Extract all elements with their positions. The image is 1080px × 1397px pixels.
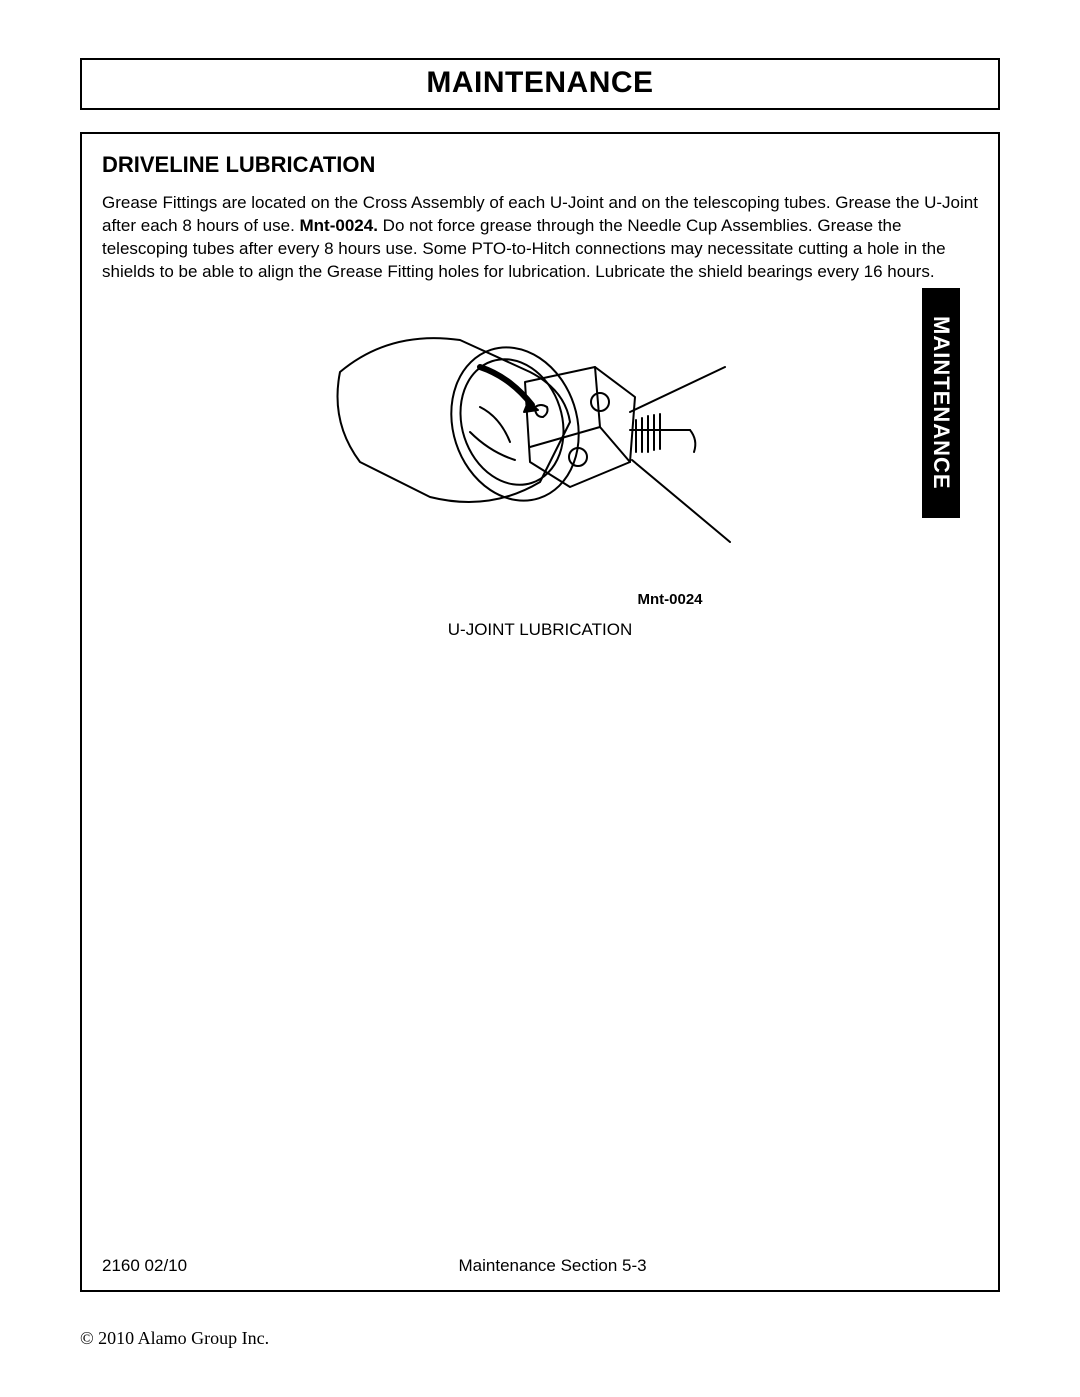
page-content: MAINTENANCE DRIVELINE LUBRICATION Grease…: [80, 58, 1000, 1292]
figure-caption: U-JOINT LUBRICATION: [102, 620, 978, 640]
footer-center: Maintenance Section 5-3: [157, 1256, 948, 1276]
copyright: © 2010 Alamo Group Inc.: [80, 1328, 269, 1349]
side-tab: MAINTENANCE: [922, 288, 960, 518]
footer-row: 2160 02/10 Maintenance Section 5-3: [102, 1256, 978, 1276]
section-title: DRIVELINE LUBRICATION: [102, 152, 978, 178]
body-paragraph: Grease Fittings are located on the Cross…: [102, 192, 978, 284]
page-title: MAINTENANCE: [82, 66, 998, 100]
figure: Mnt-0024 U-JOINT LUBRICATION: [102, 312, 978, 640]
ujoint-diagram: [330, 312, 750, 597]
content-box: DRIVELINE LUBRICATION Grease Fittings ar…: [80, 132, 1000, 1292]
body-bold: Mnt-0024.: [300, 216, 378, 235]
figure-label: Mnt-0024: [232, 591, 1080, 608]
header-box: MAINTENANCE: [80, 58, 1000, 110]
